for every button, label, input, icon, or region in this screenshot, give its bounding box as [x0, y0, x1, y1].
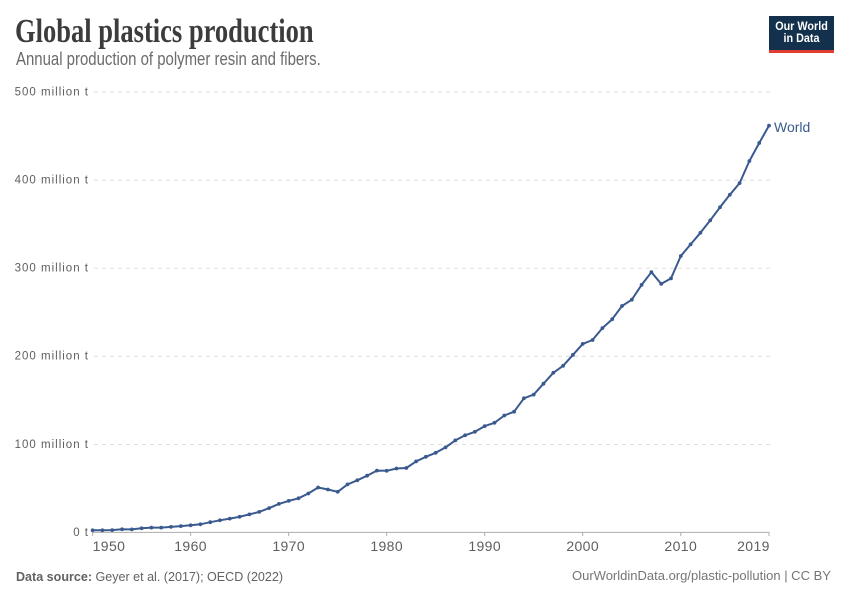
- svg-text:2000: 2000: [566, 538, 599, 554]
- svg-text:100 million t: 100 million t: [15, 439, 89, 451]
- svg-text:World: World: [774, 119, 810, 135]
- svg-text:1970: 1970: [272, 538, 305, 554]
- svg-text:1960: 1960: [174, 538, 207, 554]
- svg-text:2010: 2010: [664, 538, 697, 554]
- svg-text:1950: 1950: [93, 538, 126, 554]
- svg-text:1980: 1980: [370, 538, 403, 554]
- svg-text:1990: 1990: [468, 538, 501, 554]
- svg-text:500 million t: 500 million t: [15, 86, 89, 98]
- svg-text:400 million t: 400 million t: [15, 175, 89, 187]
- svg-text:200 million t: 200 million t: [15, 351, 89, 363]
- svg-text:0 t: 0 t: [73, 527, 89, 539]
- svg-text:2019: 2019: [737, 538, 770, 554]
- svg-text:300 million t: 300 million t: [15, 263, 89, 275]
